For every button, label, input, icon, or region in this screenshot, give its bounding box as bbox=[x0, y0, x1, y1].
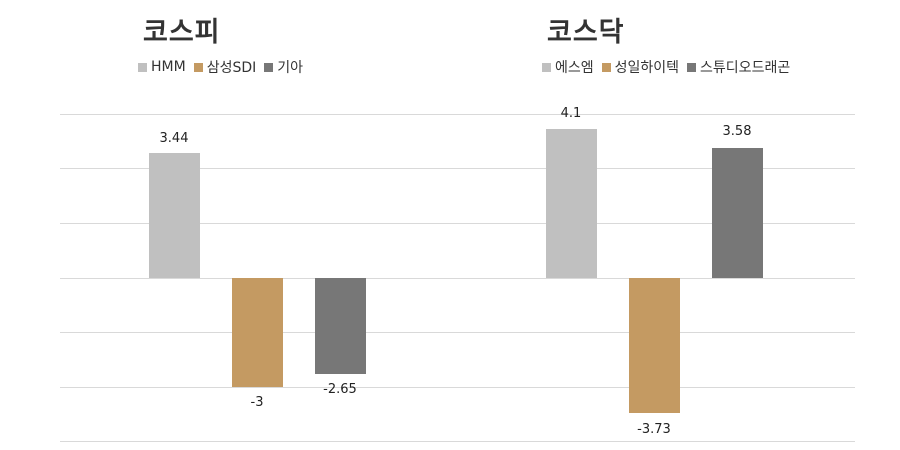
legend-swatch-tan bbox=[193, 62, 203, 72]
kosdaq-title: 코스닥 bbox=[547, 17, 625, 48]
legend-item-sungil-hitech: 성일하이텍 bbox=[601, 57, 680, 77]
legend-item-studio-dragon: 스튜디오드래곤 bbox=[687, 57, 790, 77]
legend-item-samsung-sdi: 삼성SDI bbox=[193, 57, 257, 77]
legend-item-hmm: HMM bbox=[138, 59, 186, 75]
value-label-sungil-hitech: -3.73 bbox=[637, 422, 671, 437]
legend-swatch-dark-gray bbox=[264, 62, 274, 72]
legend-label: 스튜디오드래곤 bbox=[700, 60, 791, 76]
legend-swatch-light-gray bbox=[542, 62, 551, 72]
gridline bbox=[60, 332, 855, 333]
bar-samsung-sdi bbox=[232, 278, 283, 387]
value-label-sm: 4.1 bbox=[560, 106, 582, 121]
kospi-legend: HMM 삼성SDI 기아 bbox=[138, 57, 311, 77]
gridline bbox=[60, 223, 855, 224]
legend-item-kia: 기아 bbox=[264, 57, 303, 77]
kospi-title: 코스피 bbox=[143, 17, 221, 48]
bar-hmm bbox=[149, 153, 200, 278]
gridline-zero bbox=[60, 278, 855, 279]
gridline bbox=[60, 387, 855, 388]
value-label-samsung-sdi: -3 bbox=[250, 395, 264, 410]
legend-swatch-tan bbox=[601, 62, 611, 72]
legend-label: 기아 bbox=[277, 60, 304, 76]
bar-sungil-hitech bbox=[629, 278, 680, 413]
value-label-kia: -2.65 bbox=[323, 382, 357, 397]
legend-label: 에스엠 bbox=[555, 60, 594, 76]
bar-studio-dragon bbox=[712, 148, 763, 278]
legend-swatch-dark-gray bbox=[687, 62, 697, 72]
legend-item-sm: 에스엠 bbox=[542, 57, 594, 77]
gridline bbox=[60, 168, 855, 169]
value-label-studio-dragon: 3.58 bbox=[722, 124, 752, 139]
legend-label: 삼성SDI bbox=[206, 60, 257, 76]
bar-sm bbox=[546, 129, 597, 278]
value-label-hmm: 3.44 bbox=[159, 131, 189, 146]
legend-label: 성일하이텍 bbox=[614, 60, 680, 76]
legend-swatch-light-gray bbox=[138, 62, 147, 72]
gridline bbox=[60, 114, 855, 115]
legend-label: HMM bbox=[151, 59, 186, 75]
bar-kia bbox=[315, 278, 366, 374]
gridline bbox=[60, 441, 855, 442]
kosdaq-legend: 에스엠 성일하이텍 스튜디오드래곤 bbox=[542, 57, 798, 77]
